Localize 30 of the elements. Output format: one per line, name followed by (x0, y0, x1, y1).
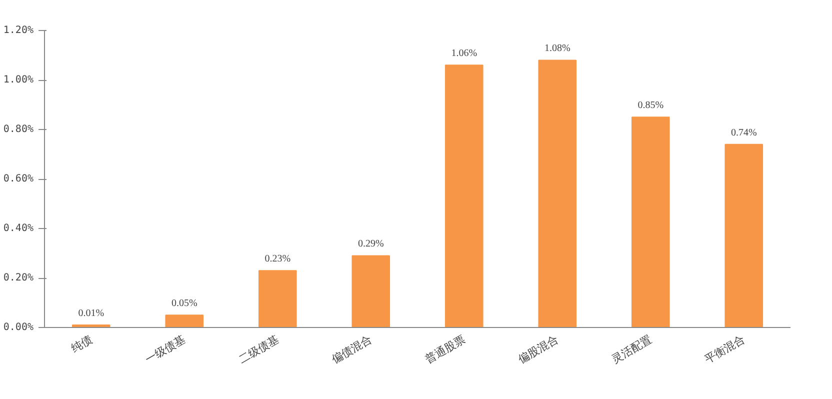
bar (631, 116, 670, 328)
data-label: 0.23% (264, 254, 291, 265)
y-tick-label: 0.60% (3, 174, 34, 184)
y-tick-label: 0.80% (3, 124, 34, 135)
bar (165, 314, 204, 328)
x-tick-label: 灵活配置 (609, 332, 654, 366)
x-tick-label: 平衡混合 (702, 332, 748, 366)
x-tick-label: 二级债基 (236, 332, 281, 366)
y-tick-label: 0.20% (3, 272, 34, 284)
data-label: 0.74% (730, 127, 757, 138)
bar (258, 270, 297, 328)
y-tick-label: 1.00% (3, 74, 34, 86)
y-tick-label: 1.20% (3, 25, 34, 36)
x-tick-label: 偏股混合 (516, 332, 561, 366)
bar (352, 255, 390, 328)
bar (538, 60, 577, 328)
data-label: 0.01% (78, 308, 104, 320)
data-label: 1.06% (451, 48, 478, 60)
bar (444, 64, 484, 328)
data-label: 0.29% (358, 238, 384, 250)
data-label: 0.85% (638, 100, 664, 112)
x-tick-label: 偏债混合 (330, 332, 374, 366)
x-tick-label: 普通股票 (422, 332, 468, 366)
x-tick-label: 纯债 (68, 332, 94, 356)
data-label: 1.08% (544, 43, 570, 54)
data-label: 0.05% (171, 298, 198, 310)
bar (724, 144, 764, 328)
y-tick-label: 0.40% (3, 223, 34, 234)
x-tick-label: 一级债基 (143, 332, 188, 366)
y-tick-label: 0.00% (3, 322, 34, 333)
